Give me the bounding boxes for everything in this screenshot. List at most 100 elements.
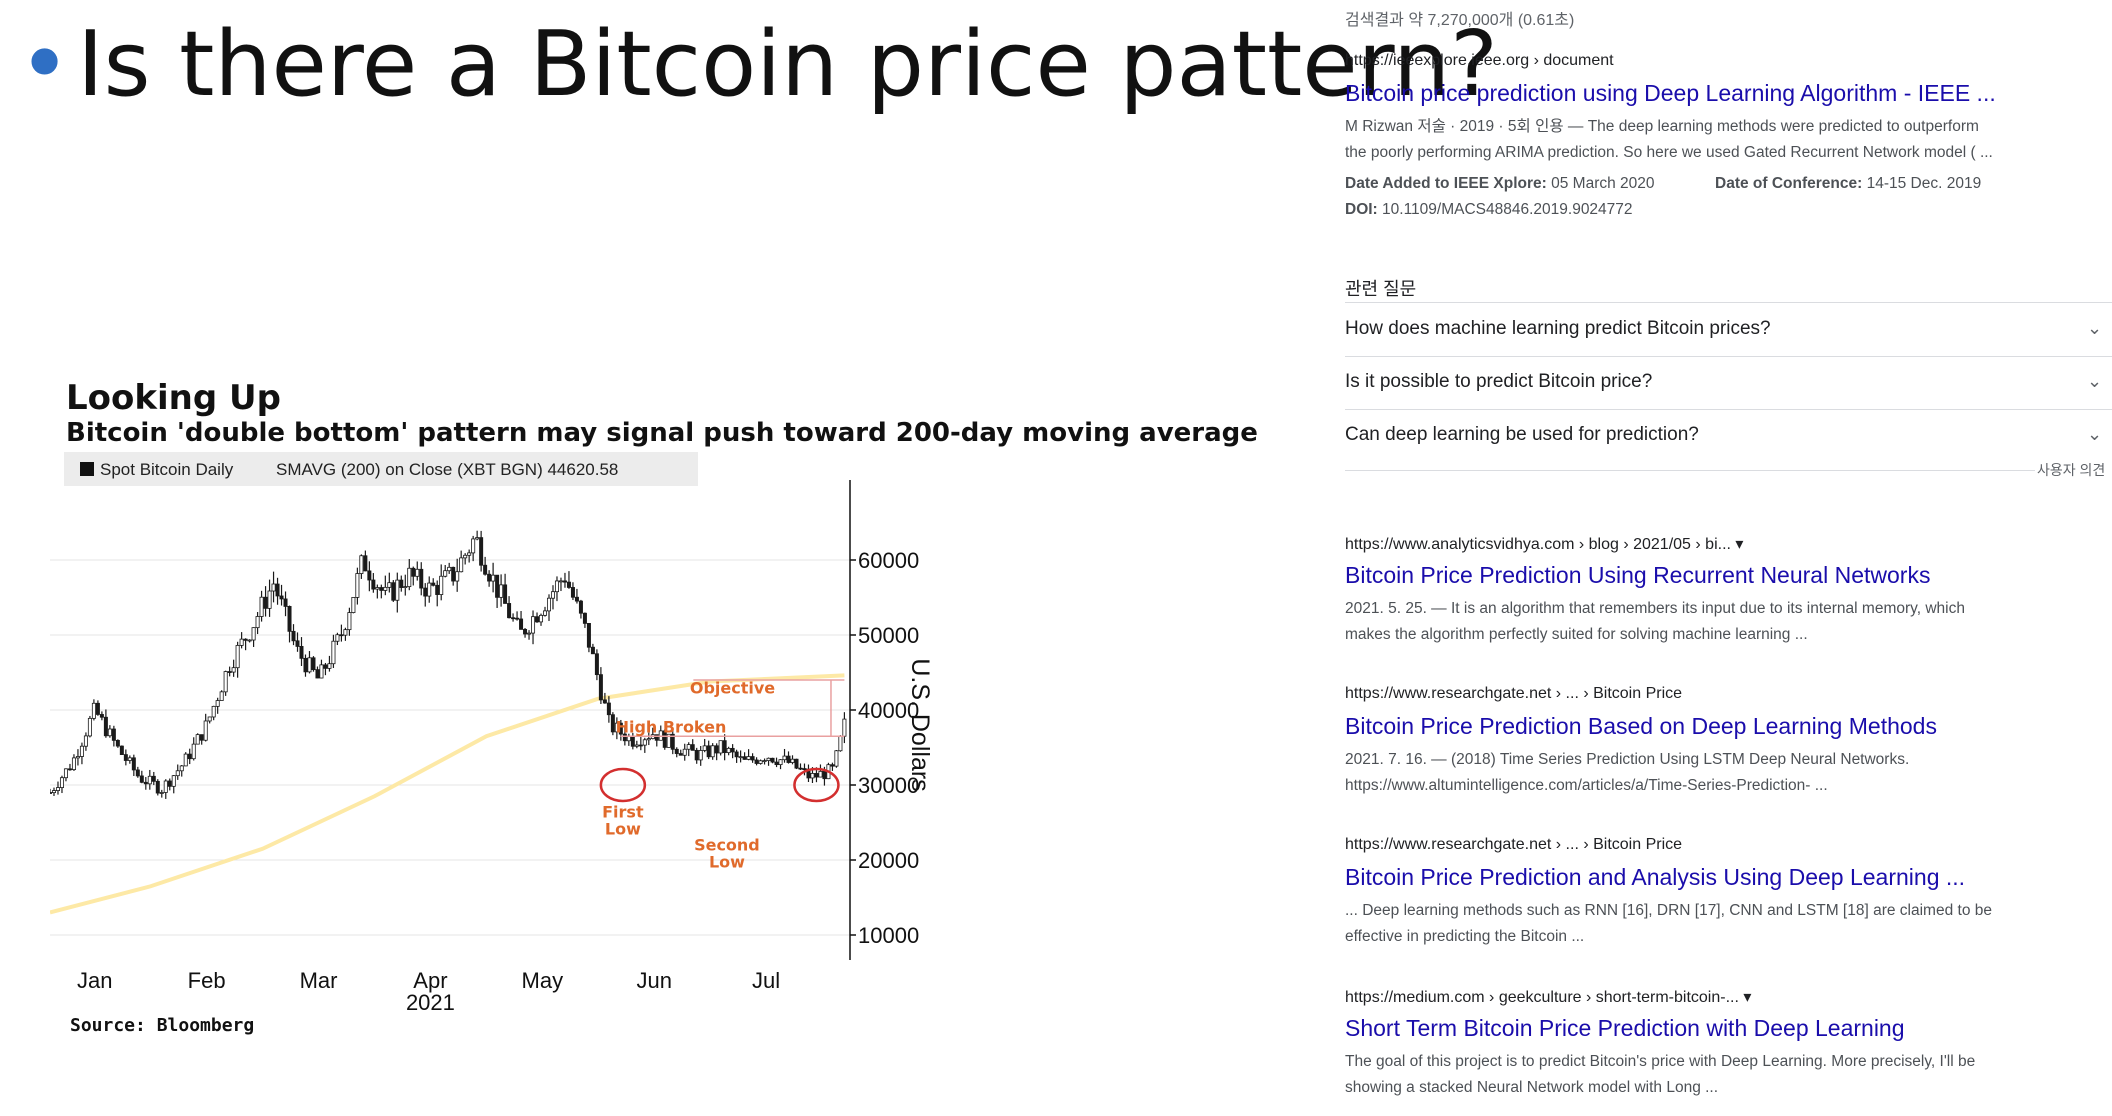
candle-body	[678, 753, 683, 756]
candle-body	[403, 586, 408, 589]
result-title-link[interactable]: Bitcoin Price Prediction Using Recurrent…	[1345, 562, 1931, 588]
related-question[interactable]: Is it possible to predict Bitcoin price?	[1345, 371, 1653, 392]
candle-body	[155, 780, 160, 794]
x-tick-label: Apr	[413, 968, 447, 993]
candle-body	[682, 748, 687, 756]
candle-body	[706, 745, 711, 758]
candle-body	[223, 671, 228, 693]
candle-body	[247, 639, 252, 642]
more-options-icon[interactable]: ▾	[1743, 989, 1752, 1006]
conference-date-row: Date of Conference: 14-15 Dec. 2019	[1715, 171, 1981, 197]
candle-body	[622, 733, 627, 742]
doi-label: DOI:	[1345, 201, 1378, 218]
candle-body	[50, 792, 53, 794]
chevron-down-icon[interactable]: ⌄	[2087, 424, 2103, 444]
candle-body	[295, 640, 300, 647]
result-snippet: M Rizwan 저술 · 2019 · 5회 인용 — The deep le…	[1345, 118, 1979, 135]
date-added-row: Date Added to IEEE Xplore: 05 March 2020	[1345, 171, 1655, 197]
candle-body	[718, 740, 723, 754]
candle-body	[758, 760, 763, 764]
candle-body	[750, 756, 755, 761]
candle-body	[814, 773, 819, 778]
sma-line	[50, 673, 845, 915]
candle-body	[618, 722, 623, 735]
result-title-link[interactable]: Short Term Bitcoin Price Prediction with…	[1345, 1015, 1905, 1041]
candle-body	[459, 557, 464, 573]
candle-body	[646, 738, 651, 741]
candle-body	[239, 638, 244, 646]
more-options-icon[interactable]: ▾	[1735, 536, 1744, 553]
chart-panel: Looking Up Bitcoin 'double bottom' patte…	[50, 370, 1280, 1050]
result-url[interactable]: https://www.researchgate.net › ... › Bit…	[1345, 836, 1683, 853]
candle-body	[131, 757, 136, 771]
candle-body	[243, 638, 248, 641]
result-snippet: 2021. 5. 25. — It is an algorithm that r…	[1345, 600, 1965, 617]
candle-body	[447, 566, 452, 572]
result-url[interactable]: https://medium.com › geekculture › short…	[1345, 989, 1752, 1006]
candle-body	[199, 734, 204, 741]
legend-label-sma: SMAVG (200) on Close (XBT BGN) 44620.58	[276, 460, 618, 479]
candle-body	[331, 640, 336, 665]
y-tick-label: 50000	[858, 623, 919, 648]
candle-body	[463, 554, 468, 559]
candle-body	[175, 770, 180, 777]
candle-body	[79, 745, 84, 757]
result-snippet: The goal of this project is to predict B…	[1345, 1053, 1976, 1070]
candle-body	[215, 700, 220, 707]
candle-body	[774, 761, 779, 766]
chevron-down-icon[interactable]: ⌄	[2087, 371, 2103, 391]
candle-body	[275, 583, 280, 597]
candle-body	[562, 580, 567, 583]
candle-body	[507, 603, 512, 619]
candle-body	[586, 622, 591, 648]
result-url[interactable]: https://www.researchgate.net › ... › Bit…	[1345, 685, 1683, 702]
candle-body	[255, 616, 260, 629]
related-question[interactable]: How does machine learning predict Bitcoi…	[1345, 318, 1771, 339]
candle-body	[694, 749, 699, 761]
candle-body	[95, 702, 100, 715]
candle-body	[323, 664, 328, 669]
candle-body	[375, 587, 380, 590]
candle-body	[379, 587, 384, 591]
candle-body	[702, 745, 707, 751]
candle-body	[315, 669, 320, 679]
candle-body	[423, 587, 428, 597]
related-question[interactable]: Can deep learning be used for prediction…	[1345, 424, 1699, 445]
candle-body	[483, 564, 488, 575]
candle-body	[283, 598, 288, 607]
candle-body	[614, 722, 619, 733]
result-url[interactable]: https://ieeexplore.ieee.org › document	[1345, 52, 1614, 69]
candle-body	[662, 730, 667, 748]
candle-body	[127, 757, 132, 761]
chevron-down-icon[interactable]: ⌄	[2087, 318, 2103, 338]
candle-body	[810, 773, 815, 779]
candle-body	[782, 755, 787, 761]
candle-body	[642, 739, 647, 746]
candle-body	[143, 781, 148, 785]
feedback-link[interactable]: 사용자 의견	[2037, 462, 2106, 478]
candle-body	[786, 755, 791, 763]
candle-body	[778, 759, 783, 766]
result-url[interactable]: https://www.analyticsvidhya.com › blog ›…	[1345, 536, 1744, 553]
x-tick-label: Jul	[752, 968, 780, 993]
candle-body	[794, 758, 799, 769]
x-tick-label: Jun	[636, 968, 671, 993]
result-title-link[interactable]: Bitcoin Price Prediction Based on Deep L…	[1345, 713, 1937, 739]
result-title-link[interactable]: Bitcoin price prediction using Deep Lear…	[1345, 80, 1996, 106]
candle-body	[598, 674, 603, 701]
candle-body	[511, 617, 516, 620]
candle-body	[746, 756, 751, 760]
date-added-value: 05 March 2020	[1551, 175, 1655, 192]
candle-body	[842, 718, 847, 737]
candle-body	[734, 751, 739, 758]
candle-body	[503, 584, 508, 604]
candle-body	[179, 765, 184, 772]
candle-body	[267, 590, 272, 609]
x-tick-label: Mar	[300, 968, 338, 993]
candle-body	[411, 567, 416, 577]
candle-body	[686, 744, 691, 750]
y-tick-label: 30000	[858, 773, 919, 798]
result-title-link[interactable]: Bitcoin Price Prediction and Analysis Us…	[1345, 864, 1966, 890]
annotation-high-broken: High Broken	[616, 718, 727, 737]
sma-layer	[50, 673, 845, 915]
